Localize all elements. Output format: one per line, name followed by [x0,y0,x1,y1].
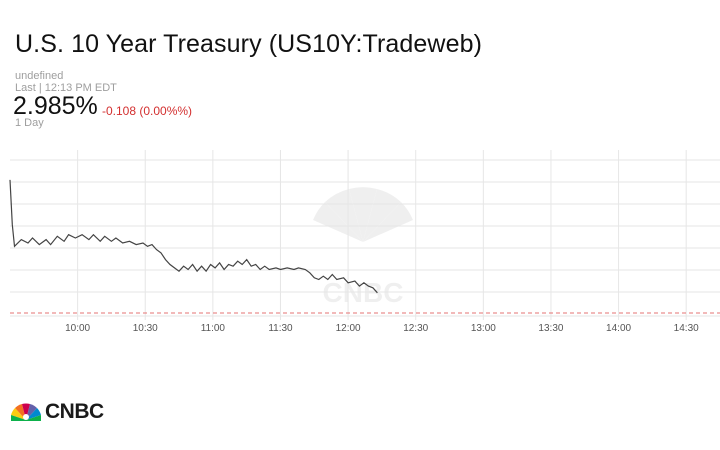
price-change: -0.108 (0.00%%) [102,104,193,118]
last-update-label: Last | 12:13 PM EDT [15,82,117,94]
range-label[interactable]: 1 Day [15,117,44,129]
x-tick-label: 11:00 [201,323,226,334]
x-tick-label: 10:30 [133,323,158,334]
x-tick-label: 13:30 [538,323,563,334]
page-title: U.S. 10 Year Treasury (US10Y:Tradeweb) [15,30,482,58]
series-line [9,179,378,294]
x-tick-label: 11:30 [268,323,293,334]
x-tick-label: 14:30 [674,323,699,334]
logo-text: CNBC [45,400,104,423]
cnbc-logo: CNBC [10,400,104,424]
x-tick-label: 12:00 [336,323,361,334]
x-tick-label: 12:30 [403,323,428,334]
x-tick-label: 14:00 [606,323,631,334]
peacock-icon [11,403,41,421]
undefined-label: undefined [15,70,64,82]
x-tick-label: 13:00 [471,323,496,334]
price-value: 2.985% [13,92,98,120]
x-tick-label: 10:00 [65,323,90,334]
